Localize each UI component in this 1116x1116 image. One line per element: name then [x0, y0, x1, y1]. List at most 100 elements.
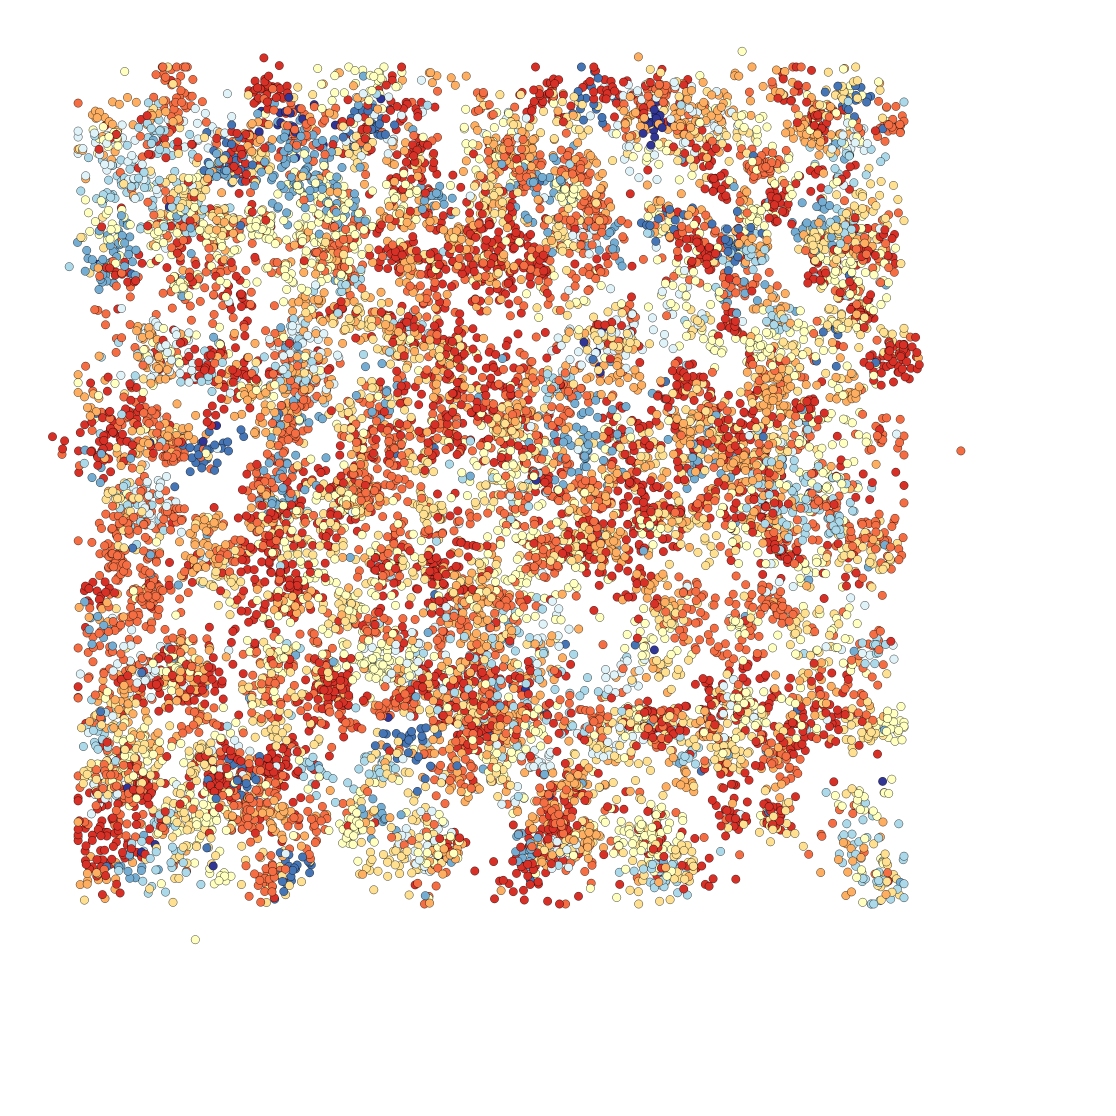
data-point [359, 350, 368, 359]
data-point [642, 756, 652, 766]
data-point [530, 611, 540, 621]
data-point [768, 643, 778, 653]
data-point [428, 401, 438, 411]
data-point [483, 532, 493, 542]
data-point [695, 635, 705, 645]
data-point [610, 112, 619, 122]
data-point [427, 78, 437, 88]
data-point [564, 736, 574, 746]
data-point [795, 573, 805, 583]
data-point [146, 692, 156, 702]
data-point [75, 428, 85, 438]
data-point [450, 80, 460, 90]
data-point [513, 329, 523, 339]
data-point [843, 867, 853, 877]
data-point [564, 698, 574, 708]
data-point [390, 860, 400, 870]
data-point [831, 361, 841, 371]
data-point [369, 837, 379, 847]
data-point [653, 255, 662, 265]
data-point [465, 208, 475, 218]
data-point [687, 170, 697, 180]
data-point [690, 679, 700, 689]
data-point [801, 81, 811, 91]
data-point [532, 593, 542, 603]
data-point [782, 119, 792, 129]
data-point [829, 777, 839, 787]
data-point [899, 481, 909, 490]
data-point [111, 347, 121, 357]
data-point [455, 317, 465, 327]
data-point [858, 815, 868, 825]
data-point [269, 301, 279, 311]
data-point [854, 430, 864, 440]
data-point [854, 343, 864, 353]
data-point [339, 460, 349, 470]
data-point [690, 834, 700, 843]
data-point [317, 79, 326, 89]
data-point [376, 287, 386, 297]
data-point [461, 71, 471, 81]
data-point [138, 876, 148, 886]
data-point [746, 110, 756, 120]
data-point [219, 404, 229, 414]
data-point [324, 751, 334, 761]
data-point [889, 654, 899, 664]
data-point [872, 335, 882, 345]
data-point [642, 180, 652, 190]
data-point [848, 506, 858, 516]
data-point [445, 785, 455, 795]
data-point [899, 450, 909, 460]
data-point [231, 343, 240, 353]
data-point [301, 212, 311, 222]
data-point [852, 619, 862, 629]
data-point [161, 887, 170, 897]
data-point [566, 659, 576, 669]
data-point [757, 256, 767, 266]
data-point [207, 387, 217, 396]
data-point [101, 509, 111, 519]
data-point [711, 531, 721, 541]
data-point [608, 778, 618, 788]
data-point [343, 95, 353, 105]
data-point [874, 833, 884, 843]
scatter-points [48, 46, 966, 945]
data-point [565, 690, 575, 700]
data-point [574, 624, 584, 634]
data-point [827, 440, 837, 450]
data-point [814, 150, 824, 160]
data-point [226, 304, 236, 314]
data-point [317, 802, 327, 811]
data-point [186, 315, 196, 325]
data-point [899, 216, 909, 226]
data-point [622, 630, 632, 639]
data-point [126, 603, 136, 612]
data-point [511, 228, 521, 238]
data-point [532, 659, 542, 669]
data-point [681, 405, 691, 415]
data-point [403, 497, 413, 507]
data-point [305, 794, 315, 804]
data-point [438, 279, 447, 289]
data-point [250, 338, 260, 348]
data-point [826, 681, 836, 691]
data-point [139, 374, 149, 384]
data-point [369, 805, 379, 815]
data-point [531, 62, 540, 72]
data-point [526, 279, 535, 289]
data-point [369, 885, 379, 895]
data-point [392, 366, 402, 376]
data-point [127, 625, 137, 635]
data-point [467, 446, 477, 456]
data-point [772, 281, 782, 291]
data-point [195, 296, 205, 306]
data-point [378, 512, 388, 522]
data-point [274, 61, 284, 71]
data-point [515, 590, 525, 600]
data-point [391, 600, 400, 610]
data-point [330, 88, 340, 98]
data-point [633, 142, 643, 152]
data-point [80, 195, 90, 205]
data-point [111, 604, 121, 614]
